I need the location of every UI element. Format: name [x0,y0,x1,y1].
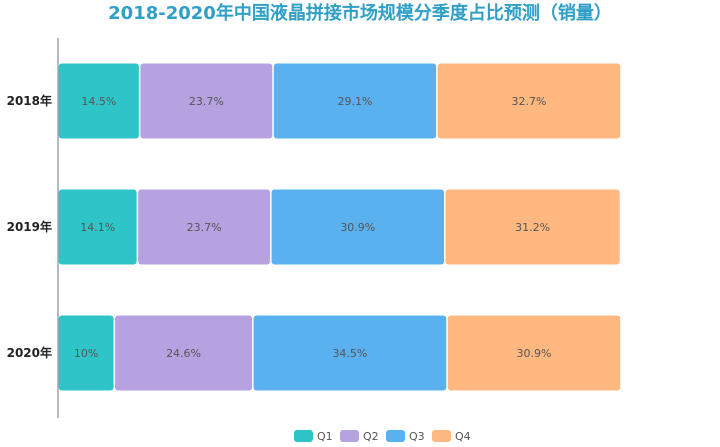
data-label: 30.9% [340,221,375,234]
bar-segment-q1 [58,63,139,139]
legend-swatch-q2 [340,430,359,442]
legend-label: Q4 [455,430,471,443]
data-label: 14.5% [81,95,116,108]
data-label: 23.7% [187,221,222,234]
data-label: 24.6% [166,347,201,360]
category-labels: 2018年 2019年 2020年 [7,93,52,360]
bar-segment-q2 [138,189,271,265]
category-label: 2019年 [7,219,52,234]
bar-segment-q1 [58,189,137,265]
chart-title: 2018-2020年中国液晶拼接市场规模分季度占比预测（销量） [108,2,612,24]
bar-segment-q3 [253,315,447,391]
legend-label: Q2 [363,430,379,443]
legend-label: Q1 [317,430,333,443]
bar-segment-q3 [273,63,437,139]
bars-layer: 14.5% 23.7% 29.1% 32.7% 14.1% 23.7% 30.9% 31.2%… [58,63,621,391]
legend-swatch-q4 [432,430,451,442]
data-label: 14.1% [80,221,115,234]
bar-segment-q3 [271,189,445,265]
legend-swatch-q1 [294,430,313,442]
legend-swatch-q3 [386,430,405,442]
data-label: 29.1% [338,95,373,108]
data-label: 23.7% [189,95,224,108]
bar-segment-q1 [58,315,114,391]
data-label: 30.9% [517,347,552,360]
category-label: 2020年 [7,345,52,360]
legend: Q1 Q2 Q3 Q4 [294,430,471,443]
category-label: 2018年 [7,93,52,108]
bar-segment-q4 [447,315,621,391]
data-label: 10% [74,347,98,360]
bar-segment-q2 [115,315,253,391]
data-label: 31.2% [515,221,550,234]
data-label: 34.5% [332,347,367,360]
bar-segment-q2 [140,63,273,139]
bar-segment-q4 [437,63,621,139]
legend-label: Q3 [409,430,425,443]
bar-segment-q4 [445,189,620,265]
data-label: 32.7% [511,95,546,108]
